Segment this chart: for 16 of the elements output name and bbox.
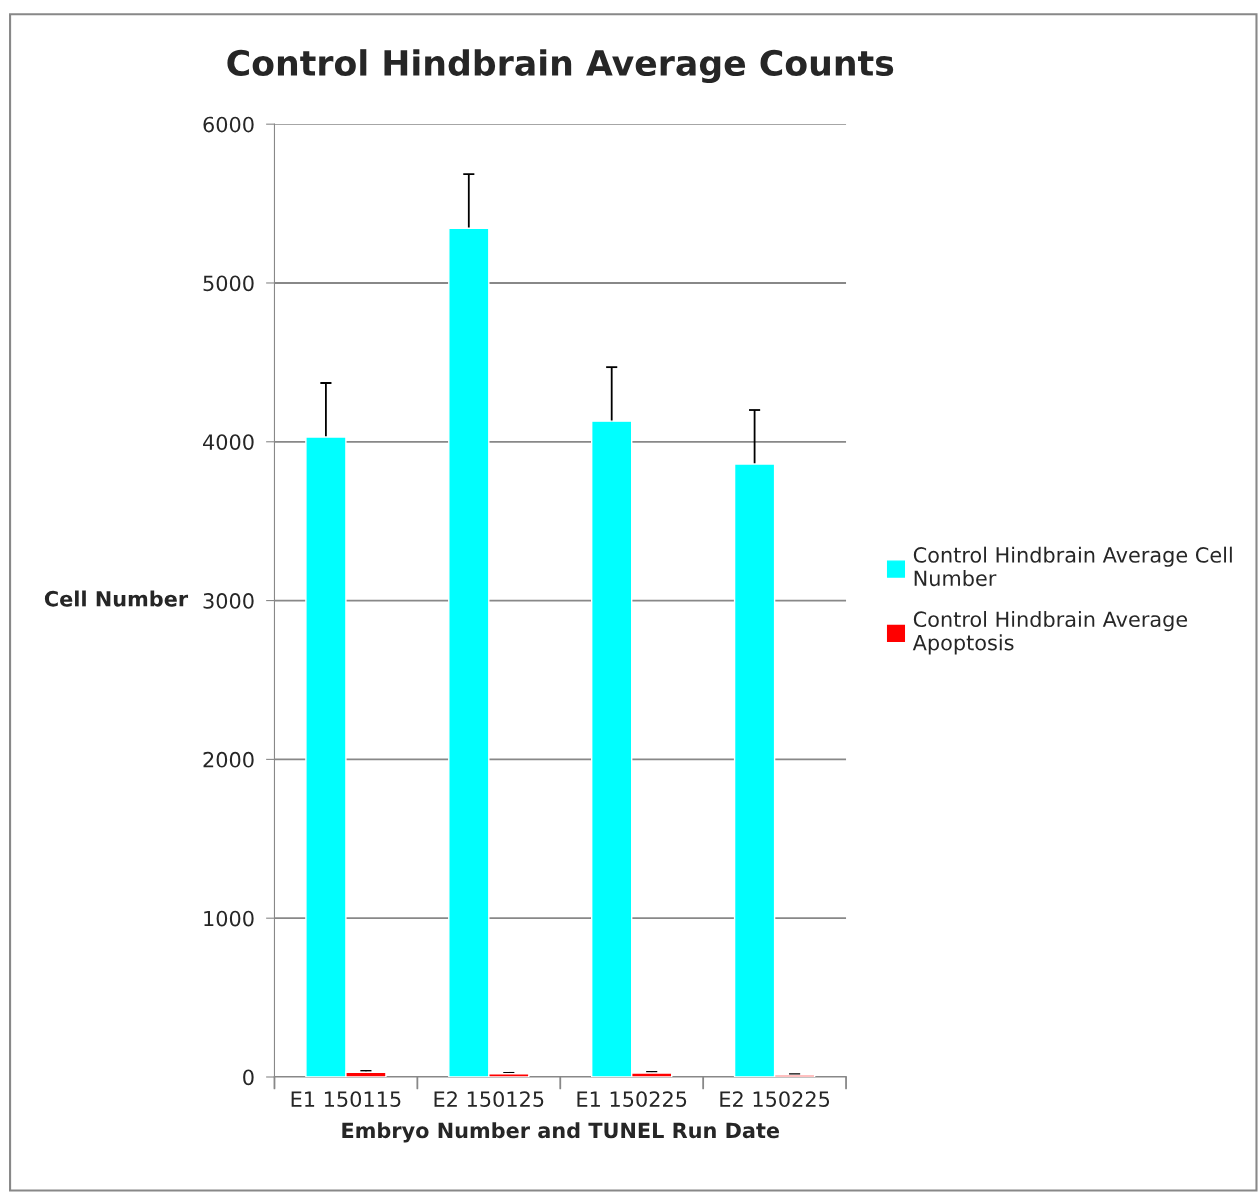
x-tick-label: E1 150115 [291,1091,401,1107]
x-tick-label: E2 150225 [720,1091,830,1107]
x-axis-title: Embryo Number and TUNEL Run Date [342,1122,780,1143]
y-tick-label: 0 [243,1069,254,1086]
x-tick-label: E2 150125 [434,1091,544,1107]
y-tick-label: 4000 [203,434,254,450]
y-tick-label: 3000 [203,593,254,609]
legend-label: Control Hindbrain Average Cell Number [913,546,1232,587]
x-tick-label: E1 150225 [577,1091,687,1107]
y-tick-label: 1000 [204,910,254,927]
legend-label: Control Hindbrain Average Apoptosis [912,611,1188,655]
chart-title: Control Hindbrain Average Counts [227,49,894,84]
y-axis-title: Cell Number [44,590,189,607]
y-tick-label: 2000 [203,751,254,768]
y-tick-label: 5000 [203,275,254,292]
y-tick-label: 6000 [203,116,254,133]
